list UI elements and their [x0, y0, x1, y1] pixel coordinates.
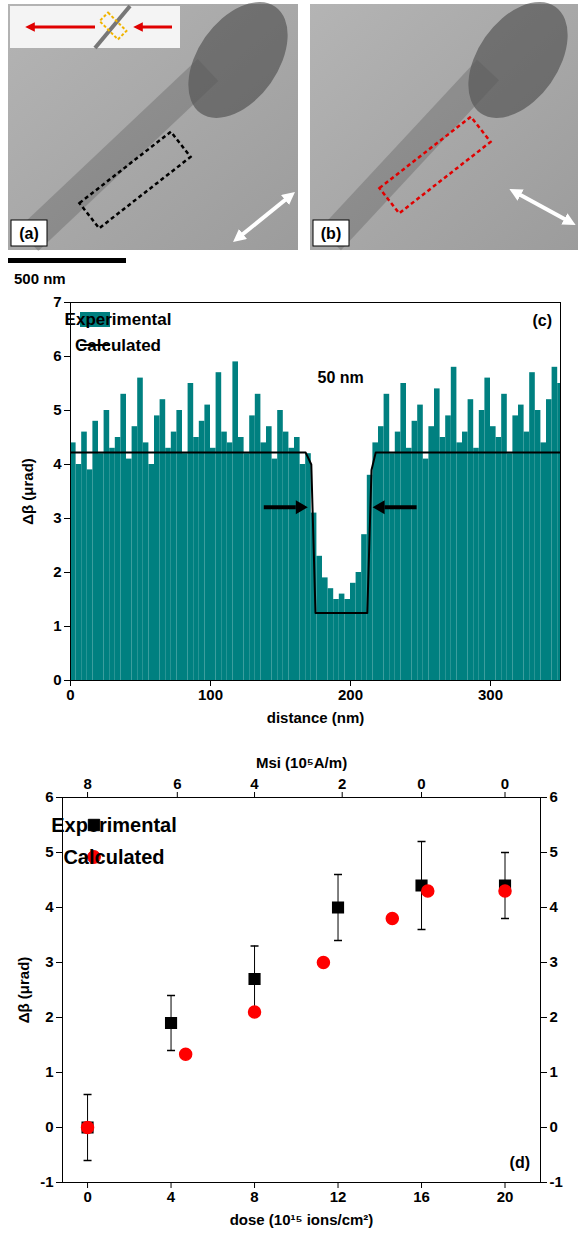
svg-text:8: 8 [250, 1188, 258, 1205]
svg-text:3: 3 [45, 953, 53, 970]
svg-text:3: 3 [53, 509, 61, 526]
svg-text:8: 8 [83, 775, 91, 792]
svg-text:4: 4 [250, 775, 259, 792]
svg-text:-1: -1 [40, 1173, 53, 1190]
svg-text:3: 3 [550, 953, 558, 970]
svg-text:(d): (d) [510, 1154, 530, 1171]
svg-text:(a): (a) [19, 225, 39, 242]
svg-text:7: 7 [53, 293, 61, 310]
svg-text:-1: -1 [550, 1173, 563, 1190]
svg-text:1: 1 [45, 1063, 53, 1080]
svg-text:5: 5 [53, 401, 61, 418]
svg-text:Δβ (μrad): Δβ (μrad) [19, 458, 36, 525]
svg-text:6: 6 [53, 347, 61, 364]
svg-text:0: 0 [66, 686, 74, 703]
svg-text:Δβ (μrad): Δβ (μrad) [15, 957, 32, 1024]
svg-text:12: 12 [330, 1188, 347, 1205]
svg-text:distance (nm): distance (nm) [267, 709, 365, 726]
svg-text:Calculated: Calculated [75, 336, 161, 355]
svg-text:2: 2 [53, 563, 61, 580]
svg-text:1: 1 [53, 617, 61, 634]
svg-text:4: 4 [53, 455, 62, 472]
svg-text:Msi (10⁵A/m): Msi (10⁵A/m) [256, 754, 347, 771]
svg-text:6: 6 [173, 775, 181, 792]
svg-text:50 nm: 50 nm [318, 369, 364, 386]
svg-text:2: 2 [45, 1008, 53, 1025]
svg-text:0: 0 [417, 775, 425, 792]
svg-text:4: 4 [45, 898, 54, 915]
svg-text:(b): (b) [321, 225, 341, 242]
svg-text:16: 16 [413, 1188, 430, 1205]
svg-text:100: 100 [198, 686, 223, 703]
svg-text:6: 6 [45, 788, 53, 805]
svg-text:20: 20 [497, 1188, 514, 1205]
svg-text:200: 200 [338, 686, 363, 703]
svg-text:6: 6 [550, 788, 558, 805]
svg-text:Experimental: Experimental [65, 310, 172, 329]
svg-text:0: 0 [501, 775, 509, 792]
svg-text:2: 2 [550, 1008, 558, 1025]
svg-text:4: 4 [167, 1188, 176, 1205]
svg-text:dose (10¹⁵ ions/cm²): dose (10¹⁵ ions/cm²) [230, 1211, 374, 1228]
svg-text:0: 0 [83, 1188, 91, 1205]
svg-text:2: 2 [338, 775, 346, 792]
svg-text:5: 5 [550, 843, 558, 860]
svg-text:(c): (c) [532, 312, 552, 329]
svg-text:Calculated: Calculated [63, 846, 164, 868]
svg-text:0: 0 [53, 671, 61, 688]
svg-text:0: 0 [45, 1118, 53, 1135]
svg-text:5: 5 [45, 843, 53, 860]
svg-text:300: 300 [478, 686, 503, 703]
svg-text:0: 0 [550, 1118, 558, 1135]
svg-text:500 nm: 500 nm [14, 270, 66, 287]
svg-text:Experimental: Experimental [51, 814, 177, 836]
svg-text:4: 4 [550, 898, 559, 915]
svg-text:1: 1 [550, 1063, 558, 1080]
